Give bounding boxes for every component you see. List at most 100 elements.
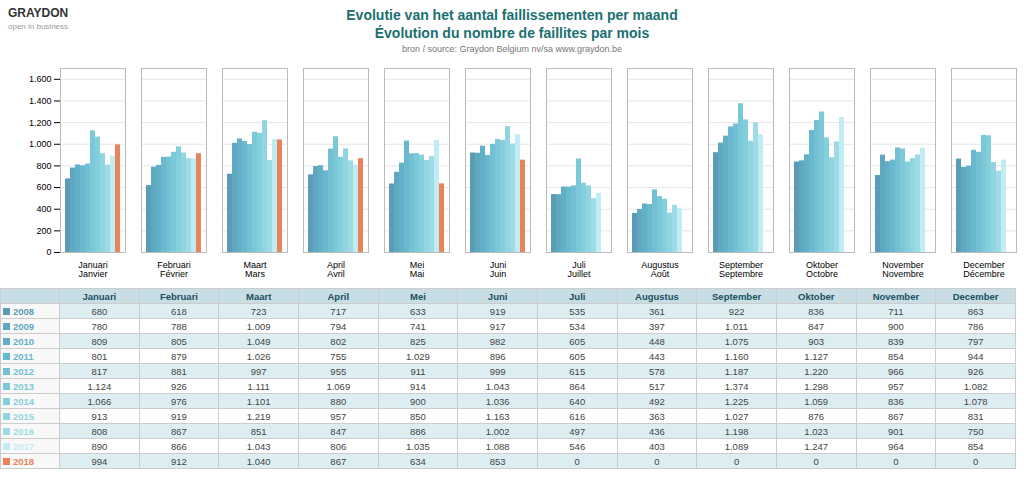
svg-text:AprilAvril: AprilAvril — [327, 260, 345, 279]
html-text:1.127: 1.127 — [804, 350, 829, 362]
html-text:1.049: 1.049 — [246, 335, 271, 347]
html-text:535: 535 — [569, 305, 586, 317]
svg-text:JuliJuillet: JuliJuillet — [567, 260, 591, 279]
html-text:966: 966 — [888, 365, 904, 377]
html-text:GRAYDON: GRAYDON — [8, 6, 69, 20]
html-text:723: 723 — [250, 305, 267, 317]
html-text:926: 926 — [967, 365, 984, 377]
html-text:397: 397 — [649, 320, 665, 332]
html-text:448: 448 — [649, 335, 665, 347]
html-text:Januari: Januari — [82, 290, 117, 302]
html-text:944: 944 — [967, 350, 984, 362]
html-text:534: 534 — [569, 320, 586, 332]
html-text:982: 982 — [489, 335, 506, 347]
html-text:2010: 2010 — [13, 335, 35, 347]
html-text:1.026: 1.026 — [246, 350, 271, 362]
svg-text:FebruariFévrier: FebruariFévrier — [157, 260, 191, 279]
html-text:879: 879 — [171, 350, 187, 362]
html-text:April: April — [327, 290, 350, 302]
html-text:999: 999 — [489, 365, 506, 377]
svg-text:NovemberNovembre: NovemberNovembre — [882, 260, 924, 279]
html-text:1.011: 1.011 — [725, 320, 749, 332]
svg-text:MeiMai: MeiMai — [410, 260, 425, 279]
html-text:September: September — [712, 290, 762, 302]
html-text:Februari: Februari — [160, 290, 198, 302]
html-text:836: 836 — [808, 305, 825, 317]
html-text:854: 854 — [888, 350, 904, 362]
svg-text:MaartMars: MaartMars — [243, 260, 267, 279]
html-text:903: 903 — [808, 335, 825, 347]
svg-text:1.000: 1.000 — [29, 139, 52, 149]
svg-text:800: 800 — [36, 161, 51, 171]
html-text:911: 911 — [410, 365, 426, 377]
html-text:605: 605 — [569, 335, 586, 347]
html-text:361: 361 — [649, 305, 665, 317]
html-text:Augustus: Augustus — [635, 290, 679, 302]
html-text:900: 900 — [888, 320, 904, 332]
html-text:847: 847 — [808, 320, 825, 332]
html-text:2008: 2008 — [13, 305, 35, 317]
html-text:Evolutie van het aantal failli: Evolutie van het aantal faillissementen … — [346, 7, 678, 41]
svg-text:1.600: 1.600 — [29, 74, 52, 84]
html-text:917: 917 — [489, 320, 506, 332]
html-text:1.029: 1.029 — [406, 350, 430, 362]
svg-text:1.200: 1.200 — [29, 117, 52, 127]
html-text:Oktober: Oktober — [798, 290, 835, 302]
html-text:896: 896 — [489, 350, 506, 362]
html-text:December: December — [952, 290, 999, 302]
svg-text:JanuariJanvier: JanuariJanvier — [78, 260, 108, 279]
html-text:1.187: 1.187 — [724, 365, 749, 377]
html-text:817: 817 — [91, 365, 108, 377]
html-text:680: 680 — [91, 305, 108, 317]
html-text:1.160: 1.160 — [724, 350, 749, 362]
html-text:919: 919 — [489, 305, 506, 317]
html-text:802: 802 — [330, 335, 347, 347]
html-text:633: 633 — [410, 305, 426, 317]
html-text:863: 863 — [967, 305, 984, 317]
html-text:741: 741 — [410, 320, 426, 332]
svg-text:DecemberDécembre: DecemberDécembre — [963, 260, 1005, 279]
html-text:2011: 2011 — [13, 350, 34, 362]
html-text:618: 618 — [171, 305, 187, 317]
svg-text:SeptemberSeptembre: SeptemberSeptembre — [719, 260, 763, 279]
html-text:839: 839 — [888, 335, 904, 347]
html-text:809: 809 — [91, 335, 108, 347]
html-text:1.009: 1.009 — [246, 320, 271, 332]
svg-text:600: 600 — [36, 182, 51, 192]
html-text:November: November — [872, 290, 920, 302]
html-text:1.075: 1.075 — [724, 335, 749, 347]
html-text:805: 805 — [171, 335, 187, 347]
html-text:755: 755 — [330, 350, 347, 362]
svg-text:JuniJuin: JuniJuin — [490, 260, 507, 279]
html-text:615: 615 — [569, 365, 586, 377]
html-text:922: 922 — [728, 305, 745, 317]
html-text:Mei: Mei — [410, 290, 426, 302]
html-text:881: 881 — [171, 365, 187, 377]
svg-text:1.400: 1.400 — [29, 96, 52, 106]
html-text:794: 794 — [330, 320, 347, 332]
html-text:955: 955 — [330, 365, 347, 377]
svg-text:AugustusAoût: AugustusAoût — [641, 260, 679, 279]
html-text:711: 711 — [888, 305, 904, 317]
html-text:797: 797 — [967, 335, 984, 347]
html-text:Juli: Juli — [569, 290, 586, 302]
html-text:2012: 2012 — [13, 365, 35, 377]
svg-text:200: 200 — [36, 226, 51, 236]
html-text:1.220: 1.220 — [804, 365, 829, 377]
html-text:Maart: Maart — [246, 290, 272, 302]
html-text:780: 780 — [91, 320, 108, 332]
html-text:717: 717 — [330, 305, 347, 317]
html-text:825: 825 — [410, 335, 426, 347]
html-text:578: 578 — [649, 365, 665, 377]
html-text:2009: 2009 — [13, 320, 35, 332]
html-text:786: 786 — [967, 320, 984, 332]
svg-text:0: 0 — [46, 247, 51, 257]
svg-text:OktoberOctobre: OktoberOctobre — [806, 260, 838, 279]
html-text:443: 443 — [649, 350, 665, 362]
html-text:801: 801 — [91, 350, 108, 362]
html-text:997: 997 — [250, 365, 267, 377]
html-text:Juni: Juni — [487, 290, 508, 302]
html-text:605: 605 — [569, 350, 586, 362]
html-text:788: 788 — [171, 320, 187, 332]
svg-text:400: 400 — [36, 204, 51, 214]
